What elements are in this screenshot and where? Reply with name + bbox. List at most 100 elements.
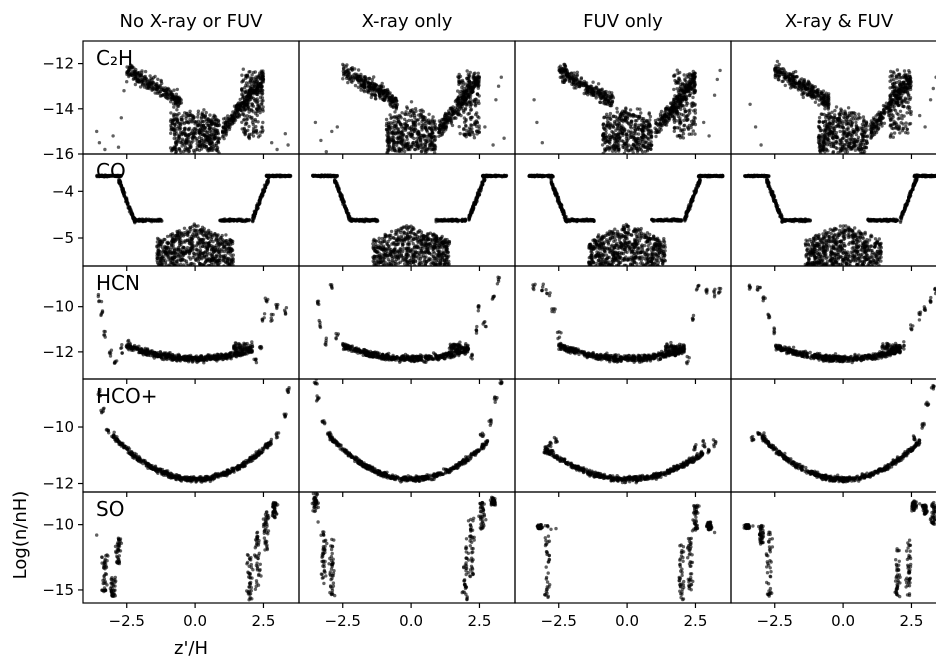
data-point (427, 133, 430, 136)
data-point (467, 76, 470, 79)
data-point (405, 105, 408, 108)
data-point (838, 130, 841, 133)
data-point (898, 116, 901, 119)
data-point (477, 84, 480, 87)
data-point (247, 134, 250, 137)
data-point (674, 101, 677, 104)
data-point (824, 116, 827, 119)
data-point (654, 135, 657, 138)
panel: −5−4CO (52, 154, 299, 271)
data-point (408, 111, 411, 114)
data-point (373, 93, 376, 96)
data-point (794, 70, 797, 73)
data-point (580, 76, 583, 79)
data-point (131, 74, 134, 77)
data-point (854, 117, 857, 120)
y-tick-label: −12 (42, 55, 74, 73)
data-point (633, 137, 636, 140)
data-point (465, 133, 468, 136)
data-point (837, 112, 840, 115)
data-point (434, 145, 437, 148)
data-point (412, 128, 415, 131)
data-point (392, 138, 395, 141)
data-point (627, 149, 630, 152)
data-point (422, 110, 425, 113)
data-point (835, 141, 838, 144)
data-point (847, 114, 850, 117)
data-point (589, 85, 592, 88)
data-point (814, 85, 817, 88)
data-point (165, 96, 168, 99)
data-point (824, 135, 827, 138)
data-point (603, 141, 606, 144)
data-point (570, 72, 573, 75)
data-point (908, 108, 911, 111)
data-point (618, 139, 621, 142)
data-point (371, 87, 374, 90)
data-point (683, 79, 686, 82)
data-point (883, 122, 886, 125)
data-point (341, 77, 344, 80)
data-point (629, 108, 632, 111)
data-point (829, 121, 832, 124)
data-point (863, 131, 866, 134)
data-point (360, 86, 363, 89)
data-point (205, 141, 208, 144)
data-point (690, 81, 693, 84)
data-point (678, 87, 681, 90)
data-point (447, 109, 450, 112)
data-point (603, 116, 606, 119)
data-point (576, 73, 579, 76)
data-point (893, 82, 896, 85)
data-point (814, 101, 817, 104)
data-point (567, 75, 570, 78)
data-point (898, 131, 901, 134)
data-point (640, 128, 643, 131)
data-point (371, 78, 374, 81)
data-point (192, 135, 195, 138)
data-point (385, 134, 388, 137)
data-point (683, 128, 686, 131)
data-point (880, 115, 883, 118)
data-point (388, 136, 391, 139)
data-point (824, 129, 827, 132)
data-point (457, 113, 460, 116)
data-point (903, 76, 906, 79)
data-point (846, 150, 849, 153)
data-point (622, 140, 625, 143)
data-point (690, 74, 693, 77)
data-point (379, 96, 382, 99)
data-point (646, 149, 649, 152)
data-point (873, 118, 876, 121)
data-point (469, 94, 472, 97)
data-point (882, 104, 885, 107)
data-point (839, 140, 842, 143)
data-point (472, 133, 475, 136)
data-point (895, 112, 898, 115)
data-point (443, 126, 446, 129)
data-point (889, 95, 892, 98)
data-point (466, 69, 469, 72)
data-point (392, 145, 395, 148)
data-point (156, 78, 159, 81)
data-point (784, 74, 787, 77)
data-point (607, 94, 610, 97)
data-point (899, 89, 902, 92)
data-point (185, 112, 188, 115)
data-point (261, 85, 264, 88)
data-point (184, 145, 187, 148)
data-point (603, 147, 606, 150)
data-point (395, 121, 398, 124)
data-point (562, 63, 565, 66)
data-point (204, 129, 207, 132)
data-point (451, 110, 454, 113)
data-point (906, 128, 909, 131)
data-point (682, 136, 685, 139)
data-point (826, 125, 829, 128)
data-point (185, 142, 188, 145)
data-point (649, 140, 652, 143)
data-point (387, 96, 390, 99)
data-point (662, 120, 665, 123)
data-point (172, 96, 175, 99)
data-point (618, 113, 621, 116)
